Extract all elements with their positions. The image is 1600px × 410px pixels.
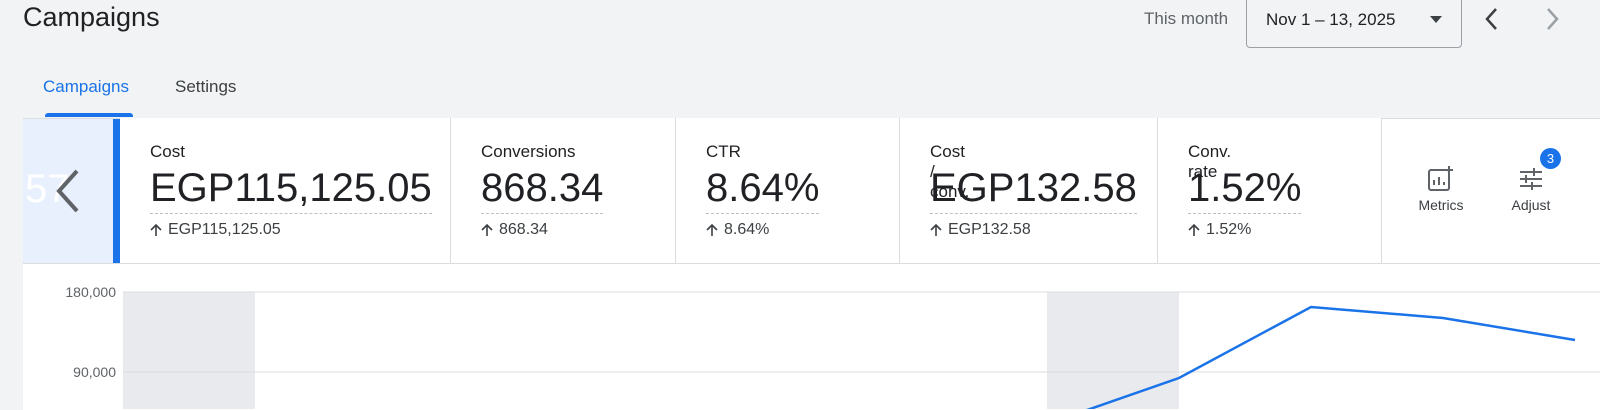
change-value: EGP132.58 bbox=[948, 221, 1031, 238]
chart: 90,000 180,000 bbox=[23, 264, 1600, 409]
metric-card[interactable]: Conv. rate 1.52% 1.52% bbox=[1158, 118, 1382, 263]
change-value: EGP115,125.05 bbox=[168, 221, 281, 238]
metric-change: 1.52% bbox=[1188, 221, 1251, 239]
metric-change: EGP132.58 bbox=[930, 221, 1031, 239]
weekend-band bbox=[1047, 292, 1179, 409]
chevron-left bbox=[56, 169, 79, 213]
metric-change: EGP115,125.05 bbox=[150, 221, 281, 239]
up-arrow bbox=[930, 223, 942, 236]
metric-name: Conv. rate bbox=[1188, 142, 1232, 181]
tab[interactable]: Campaigns bbox=[43, 77, 129, 96]
metric-value: 868.34 bbox=[481, 166, 604, 214]
badge: 3 bbox=[1540, 148, 1561, 169]
metric-card[interactable]: Cost / conv. EGP132.58 EGP132.58 bbox=[900, 118, 1158, 263]
metric-value: EGP115,125.05 bbox=[150, 166, 432, 214]
adjust-icon bbox=[1520, 168, 1542, 190]
metric-card[interactable]: CTR 8.64% 8.64% bbox=[676, 118, 900, 263]
metric-change: 8.64% bbox=[706, 221, 769, 239]
button-label: Adjust bbox=[1511, 197, 1551, 213]
metric-name: Cost / conv. bbox=[930, 142, 970, 201]
metric-value: EGP132.58 bbox=[930, 166, 1137, 214]
metric-name: Conversions bbox=[481, 142, 576, 161]
date-picker[interactable]: Nov 1 – 13, 2025 bbox=[1246, 0, 1462, 48]
metric-value: 8.64% bbox=[706, 166, 820, 214]
up-arrow bbox=[150, 223, 162, 236]
up-arrow bbox=[481, 223, 493, 236]
metric-name: CTR bbox=[706, 142, 741, 161]
dropdown-icon bbox=[1430, 16, 1442, 23]
data-line bbox=[1086, 305, 1576, 409]
divider bbox=[23, 263, 1600, 264]
metric-value: 1.52% bbox=[1188, 166, 1302, 214]
button-label: Metrics bbox=[1418, 197, 1464, 213]
chart-bg bbox=[23, 264, 1600, 409]
y-tick-label: 90,000 bbox=[73, 364, 116, 380]
metric-card[interactable]: Conversions 868.34 868.34 bbox=[451, 118, 676, 263]
metric-change: 868.34 bbox=[481, 221, 548, 239]
metrics-button[interactable]: Metrics bbox=[1413, 166, 1469, 213]
change-value: 1.52% bbox=[1206, 221, 1252, 238]
page-title: Campaigns bbox=[23, 2, 160, 32]
change-value: 8.64% bbox=[724, 221, 770, 238]
tab-indicator bbox=[45, 113, 133, 117]
period-label: This month bbox=[1144, 9, 1229, 28]
metrics-icon bbox=[1428, 166, 1453, 191]
adjust-button[interactable]: Adjust bbox=[1503, 166, 1559, 213]
up-arrow bbox=[706, 223, 718, 236]
scroll-left[interactable]: 57 bbox=[23, 119, 113, 263]
metric-card[interactable]: Cost EGP115,125.05 EGP115,125.05 bbox=[120, 118, 451, 263]
tab[interactable]: Settings bbox=[175, 77, 237, 96]
selected-bar bbox=[113, 119, 120, 263]
change-value: 868.34 bbox=[499, 221, 548, 238]
date-range: Nov 1 – 13, 2025 bbox=[1266, 10, 1396, 29]
y-tick-label: 180,000 bbox=[65, 284, 116, 300]
weekend-band bbox=[123, 292, 255, 409]
prev-period[interactable] bbox=[1480, 6, 1504, 32]
metric-name: Cost bbox=[150, 142, 185, 161]
next-period[interactable] bbox=[1540, 6, 1564, 32]
up-arrow bbox=[1188, 223, 1200, 236]
